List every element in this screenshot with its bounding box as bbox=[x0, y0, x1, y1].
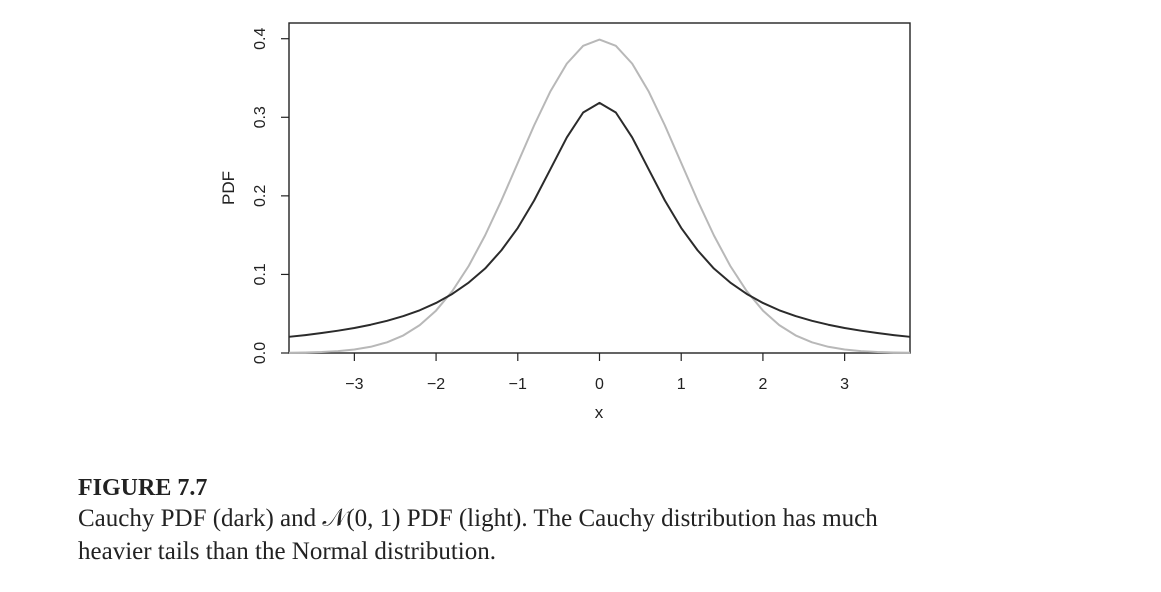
series-layer bbox=[288, 38, 911, 354]
y-tick-label: 0.3 bbox=[252, 106, 269, 128]
x-axis: −3 −2 −1 0 1 2 3 bbox=[345, 353, 849, 393]
x-tick-label: 2 bbox=[758, 376, 767, 393]
x-axis-title: x bbox=[595, 403, 604, 422]
x-tick-label: −1 bbox=[509, 376, 527, 393]
figure-label: FIGURE 7.7 bbox=[78, 475, 208, 501]
y-axis-title: PDF bbox=[219, 171, 238, 205]
x-tick-label: −3 bbox=[345, 376, 363, 393]
series-line-light bbox=[288, 38, 911, 354]
caption-line-2: heavier tails than the Normal distributi… bbox=[78, 538, 496, 565]
x-tick-label: −2 bbox=[427, 376, 445, 393]
y-tick-label: 0.0 bbox=[252, 342, 269, 364]
x-tick-label: 0 bbox=[595, 376, 604, 393]
y-tick-label: 0.2 bbox=[252, 185, 269, 207]
y-tick-label: 0.4 bbox=[252, 27, 269, 49]
figure-caption: FIGURE 7.7 Cauchy PDF (dark) and 𝒩(0, 1)… bbox=[78, 474, 1078, 568]
caption-line-1: Cauchy PDF (dark) and 𝒩(0, 1) PDF (light… bbox=[78, 505, 878, 532]
y-tick-label: 0.1 bbox=[252, 263, 269, 285]
y-axis: 0.0 0.1 0.2 0.3 0.4 bbox=[252, 27, 289, 364]
x-tick-label: 1 bbox=[677, 376, 686, 393]
plot-frame bbox=[288, 22, 911, 354]
series-line-dark bbox=[288, 101, 911, 338]
x-tick-label: 3 bbox=[840, 376, 849, 393]
